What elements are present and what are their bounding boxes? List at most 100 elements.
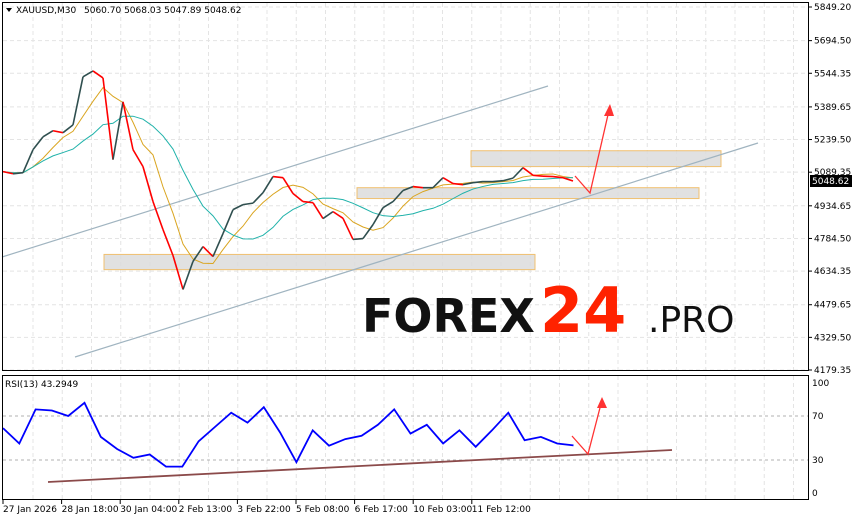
price-segment bbox=[92, 70, 104, 79]
price-segment bbox=[182, 261, 194, 290]
rsi-tick-label: 70 bbox=[812, 412, 824, 422]
price-segment bbox=[222, 209, 234, 234]
x-tick-label: 11 Feb 12:00 bbox=[472, 505, 531, 515]
x-tick-label: 2 Feb 13:00 bbox=[179, 505, 233, 515]
rsi-tick-label: 0 bbox=[812, 489, 818, 499]
x-tick-label: 30 Jan 04:00 bbox=[120, 505, 177, 515]
price-segment bbox=[142, 166, 154, 202]
y-tick-label: 5239.50 bbox=[814, 136, 851, 146]
price-zone bbox=[356, 187, 700, 200]
watermark-pro: .PRO bbox=[648, 300, 735, 341]
symbol-label: XAUUSD,M30 bbox=[16, 6, 76, 16]
price-segment bbox=[172, 255, 184, 290]
price-segment bbox=[312, 202, 324, 219]
rsi-axis: 100 70 30 0 bbox=[812, 379, 829, 499]
y-tick-label: 5544.35 bbox=[814, 69, 851, 79]
y-tick-label: 4179.35 bbox=[814, 366, 851, 376]
price-segment bbox=[42, 130, 54, 138]
price-segment bbox=[342, 217, 354, 240]
price-segment bbox=[202, 246, 214, 258]
price-segment bbox=[382, 200, 394, 209]
rsi-forecast-arrow bbox=[571, 397, 607, 456]
price-panel-frame bbox=[2, 2, 809, 371]
channel-upper-line bbox=[1, 85, 549, 258]
price-segment bbox=[132, 149, 144, 168]
price-segment bbox=[512, 167, 524, 179]
price-segment bbox=[522, 167, 534, 176]
price-segment bbox=[102, 77, 114, 160]
y-tick-label: 5694.50 bbox=[814, 37, 851, 47]
price-segment bbox=[262, 176, 274, 194]
current-price-tag: 5048.62 bbox=[810, 175, 852, 187]
price-segment bbox=[532, 174, 544, 177]
price-segment bbox=[162, 229, 174, 256]
price-segment bbox=[242, 202, 254, 206]
price-segment bbox=[462, 181, 474, 186]
time-axis: 27 Jan 2026 28 Jan 18:00 30 Jan 04:00 2 Feb… bbox=[2, 500, 531, 515]
ma-slow-line bbox=[2, 115, 574, 240]
price-segment bbox=[452, 182, 464, 186]
y-tick-label: 5389.65 bbox=[814, 103, 851, 113]
current-price: 5048.62 bbox=[812, 177, 849, 187]
price-segment bbox=[292, 192, 304, 203]
price-segment bbox=[22, 149, 34, 174]
price-segment bbox=[472, 180, 484, 184]
price-segment bbox=[272, 175, 284, 179]
rsi-tick-label: 30 bbox=[812, 456, 824, 466]
y-tick-label: 4634.35 bbox=[814, 267, 851, 277]
x-tick-label: 6 Feb 17:00 bbox=[355, 505, 409, 515]
price-series bbox=[2, 70, 574, 290]
price-segment bbox=[362, 224, 374, 240]
rsi-grid bbox=[3, 376, 808, 499]
ohlc-values: 5060.70 5068.03 5047.89 5048.62 bbox=[84, 6, 241, 16]
price-zone bbox=[103, 253, 536, 271]
price-segment bbox=[212, 233, 224, 257]
price-segment bbox=[562, 176, 574, 182]
price-segment bbox=[2, 170, 14, 175]
rsi-series bbox=[2, 401, 574, 468]
price-segment bbox=[112, 101, 124, 160]
price-segment bbox=[442, 177, 454, 185]
price-segment bbox=[52, 129, 64, 134]
price-segment bbox=[82, 70, 94, 78]
price-zones bbox=[103, 150, 722, 271]
price-segment bbox=[552, 175, 564, 179]
y-tick-label: 5849.20 bbox=[814, 3, 851, 13]
arrow-head-icon bbox=[604, 104, 614, 116]
x-tick-label: 5 Feb 08:00 bbox=[296, 505, 350, 515]
arrow-head-icon bbox=[597, 397, 607, 408]
forecast-arrow bbox=[574, 104, 614, 195]
y-tick-label: 4479.65 bbox=[814, 301, 851, 311]
x-tick-label: 27 Jan 2026 bbox=[3, 505, 57, 515]
price-segment bbox=[152, 201, 164, 230]
watermark-24: 24 bbox=[540, 274, 626, 347]
price-segment bbox=[392, 189, 404, 203]
x-tick-label: 3 Feb 22:00 bbox=[237, 505, 291, 515]
rsi-line bbox=[2, 401, 574, 468]
price-segment bbox=[252, 192, 264, 204]
watermark-forex: FOREX bbox=[362, 289, 535, 343]
price-segment bbox=[32, 136, 44, 151]
channel-lower-line bbox=[74, 142, 759, 358]
ma-fast-line bbox=[2, 86, 574, 265]
price-segment bbox=[352, 237, 364, 241]
moving-averages bbox=[2, 86, 574, 265]
price-segment bbox=[412, 185, 424, 189]
x-tick-label: 28 Jan 18:00 bbox=[62, 505, 119, 515]
price-segment bbox=[492, 179, 504, 183]
price-segment bbox=[502, 177, 514, 182]
y-tick-label: 4784.50 bbox=[814, 234, 851, 244]
price-segment bbox=[402, 185, 414, 192]
price-segment bbox=[372, 207, 384, 226]
price-axis: 5849.20 5694.50 5544.35 5389.65 5239.50 5089.… bbox=[808, 3, 851, 376]
y-tick-label: 4329.50 bbox=[814, 333, 851, 343]
price-segment bbox=[332, 210, 344, 220]
price-segment bbox=[62, 124, 74, 134]
price-segment bbox=[192, 246, 204, 262]
price-segment bbox=[322, 210, 334, 220]
collapse-triangle-icon[interactable] bbox=[6, 8, 12, 12]
trend-channel bbox=[1, 85, 759, 358]
price-segment bbox=[432, 177, 444, 189]
y-tick-label: 4934.65 bbox=[814, 202, 851, 212]
